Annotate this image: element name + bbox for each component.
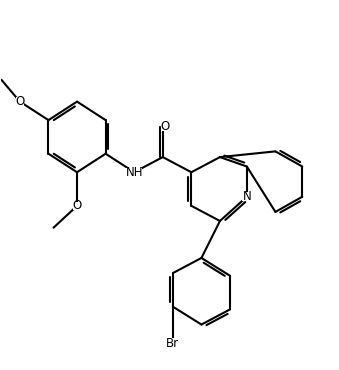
Bar — [16, 97, 24, 106]
Text: N: N — [242, 190, 251, 203]
Text: O: O — [73, 199, 82, 212]
Text: Br: Br — [166, 337, 179, 350]
Text: O: O — [160, 120, 170, 133]
Bar — [164, 338, 181, 348]
Bar — [126, 168, 142, 177]
Text: O: O — [15, 95, 24, 108]
Bar — [161, 122, 170, 131]
Bar — [242, 192, 252, 201]
Text: NH: NH — [125, 166, 143, 179]
Bar — [73, 202, 81, 210]
